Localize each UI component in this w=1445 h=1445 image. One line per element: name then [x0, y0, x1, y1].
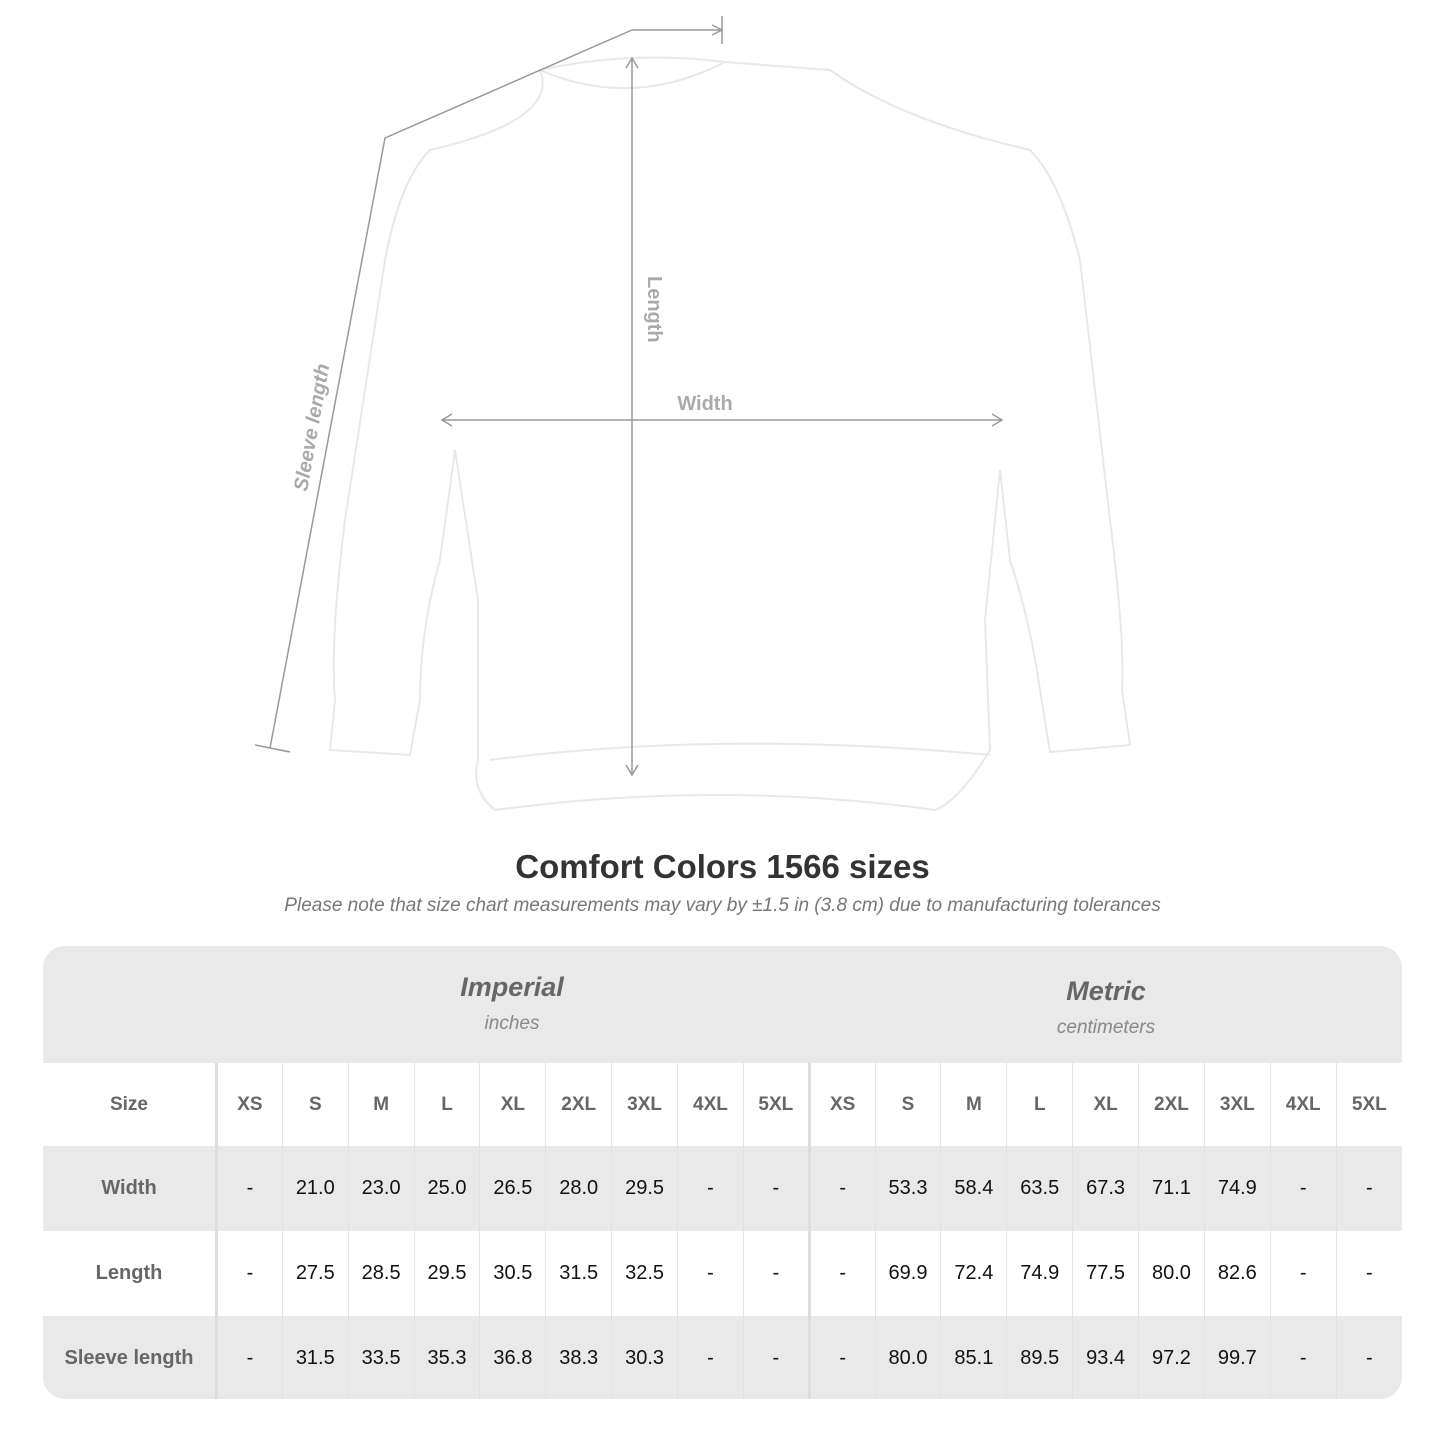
metric-size-header: S — [874, 1063, 941, 1146]
length-label: Length — [643, 276, 665, 343]
metric-size-header: 2XL — [1138, 1063, 1205, 1146]
metric-value: - — [1269, 1231, 1337, 1316]
metric-value: - — [807, 1316, 876, 1399]
imperial-value: 29.5 — [611, 1146, 678, 1231]
imperial-value: - — [742, 1231, 810, 1316]
imperial-value: - — [216, 1146, 283, 1231]
metric-value: - — [1269, 1316, 1337, 1399]
table-row: Length -27.5 28.5 29.5 30.5 31.5 32.5- - -69.9 72… — [43, 1231, 1402, 1316]
imperial-value: 23.0 — [347, 1146, 415, 1231]
imperial-value: 27.5 — [281, 1231, 349, 1316]
table-row: Width -21.0 23.0 25.0 26.5 28.0 29.5- - -53.3 58.… — [43, 1146, 1402, 1231]
metric-value: 89.5 — [1006, 1316, 1073, 1399]
imperial-value: 30.3 — [611, 1316, 678, 1399]
metric-value: 58.4 — [940, 1146, 1007, 1231]
imperial-title: Imperial — [460, 972, 564, 1002]
metric-value: 93.4 — [1072, 1316, 1139, 1399]
metric-size-header: 3XL — [1203, 1063, 1271, 1146]
metric-value: 74.9 — [1203, 1146, 1271, 1231]
metric-size-header: 4XL — [1269, 1063, 1337, 1146]
imperial-value: - — [216, 1316, 283, 1399]
metric-size-header: L — [1006, 1063, 1073, 1146]
imperial-size-header: 4XL — [677, 1063, 744, 1146]
row-label: Length — [43, 1231, 218, 1316]
imperial-size-header: XL — [479, 1063, 546, 1146]
sweatshirt-diagram: Length Width Sleeve length — [254, 16, 1132, 812]
imperial-value: 36.8 — [479, 1316, 546, 1399]
imperial-size-header: 2XL — [545, 1063, 612, 1146]
metric-value: - — [807, 1146, 876, 1231]
imperial-value: 25.0 — [413, 1146, 480, 1231]
unit-header-band: Imperial inches Metric centimeters — [43, 946, 1402, 1063]
metric-value: 63.5 — [1006, 1146, 1073, 1231]
tolerance-note: Please note that size chart measurements… — [284, 895, 1161, 916]
row-label: Width — [43, 1146, 218, 1231]
width-label: Width — [677, 393, 732, 415]
imperial-size-header: XS — [216, 1063, 283, 1146]
metric-value: 77.5 — [1072, 1231, 1139, 1316]
imperial-value: 21.0 — [281, 1146, 349, 1231]
metric-title: Metric — [1066, 976, 1146, 1006]
metric-value: 67.3 — [1072, 1146, 1139, 1231]
imperial-size-header: 3XL — [611, 1063, 678, 1146]
imperial-size-header: L — [413, 1063, 480, 1146]
imperial-value: 31.5 — [281, 1316, 349, 1399]
metric-size-header: XS — [807, 1063, 876, 1146]
imperial-value: - — [677, 1231, 744, 1316]
imperial-value: 38.3 — [545, 1316, 612, 1399]
metric-value: 71.1 — [1138, 1146, 1205, 1231]
sleeve-length-label: Sleeve length — [290, 362, 334, 493]
size-grid: Size XS S M L XL 2XL 3XL 4XL 5XL XS S M L XL 2XL 3XL 4XL 5… — [43, 1063, 1402, 1399]
metric-size-header: M — [940, 1063, 1007, 1146]
metric-value: 72.4 — [940, 1231, 1007, 1316]
imperial-value: - — [742, 1316, 810, 1399]
imperial-value: 30.5 — [479, 1231, 546, 1316]
sweatshirt-image — [328, 56, 1132, 812]
metric-value: - — [1335, 1231, 1402, 1316]
metric-unit: centimeters — [1056, 1017, 1156, 1038]
metric-value: 99.7 — [1203, 1316, 1271, 1399]
imperial-unit: inches — [484, 1013, 540, 1034]
metric-value: 80.0 — [1138, 1231, 1205, 1316]
imperial-size-header: S — [281, 1063, 349, 1146]
imperial-value: - — [742, 1146, 810, 1231]
metric-header: Metric centimeters — [809, 976, 1402, 1039]
imperial-value: - — [677, 1146, 744, 1231]
imperial-value: 32.5 — [611, 1231, 678, 1316]
metric-value: 82.6 — [1203, 1231, 1271, 1316]
sleeve-length-line — [269, 29, 722, 749]
metric-value: 69.9 — [874, 1231, 941, 1316]
metric-value: - — [1335, 1316, 1402, 1399]
size-table: Imperial inches Metric centimeters Size X… — [43, 946, 1402, 1399]
metric-value: 85.1 — [940, 1316, 1007, 1399]
imperial-value: 33.5 — [347, 1316, 415, 1399]
metric-value: 74.9 — [1006, 1231, 1073, 1316]
row-label: Sleeve length — [43, 1316, 218, 1399]
metric-size-header: XL — [1072, 1063, 1139, 1146]
imperial-size-header: M — [347, 1063, 415, 1146]
imperial-value: 26.5 — [479, 1146, 546, 1231]
imperial-value: - — [677, 1316, 744, 1399]
size-header: Size — [43, 1063, 218, 1146]
metric-value: 97.2 — [1138, 1316, 1205, 1399]
size-header-row: Size XS S M L XL 2XL 3XL 4XL 5XL XS S M L XL 2XL 3XL 4XL 5… — [43, 1063, 1402, 1146]
imperial-value: 28.0 — [545, 1146, 612, 1231]
imperial-size-header: 5XL — [742, 1063, 810, 1146]
imperial-header: Imperial inches — [215, 972, 809, 1035]
imperial-value: 28.5 — [347, 1231, 415, 1316]
metric-value: - — [807, 1231, 876, 1316]
metric-value: 53.3 — [874, 1146, 941, 1231]
metric-value: 80.0 — [874, 1316, 941, 1399]
imperial-value: 31.5 — [545, 1231, 612, 1316]
table-row: Sleeve length -31.5 33.5 35.3 36.8 38.3 30.3- -… — [43, 1316, 1402, 1399]
measurement-lines — [254, 16, 1004, 777]
chart-title: Comfort Colors 1566 sizes — [515, 848, 930, 885]
metric-value: - — [1269, 1146, 1337, 1231]
metric-size-header: 5XL — [1335, 1063, 1402, 1146]
metric-value: - — [1335, 1146, 1402, 1231]
imperial-value: 35.3 — [413, 1316, 480, 1399]
imperial-value: - — [216, 1231, 283, 1316]
imperial-value: 29.5 — [413, 1231, 480, 1316]
